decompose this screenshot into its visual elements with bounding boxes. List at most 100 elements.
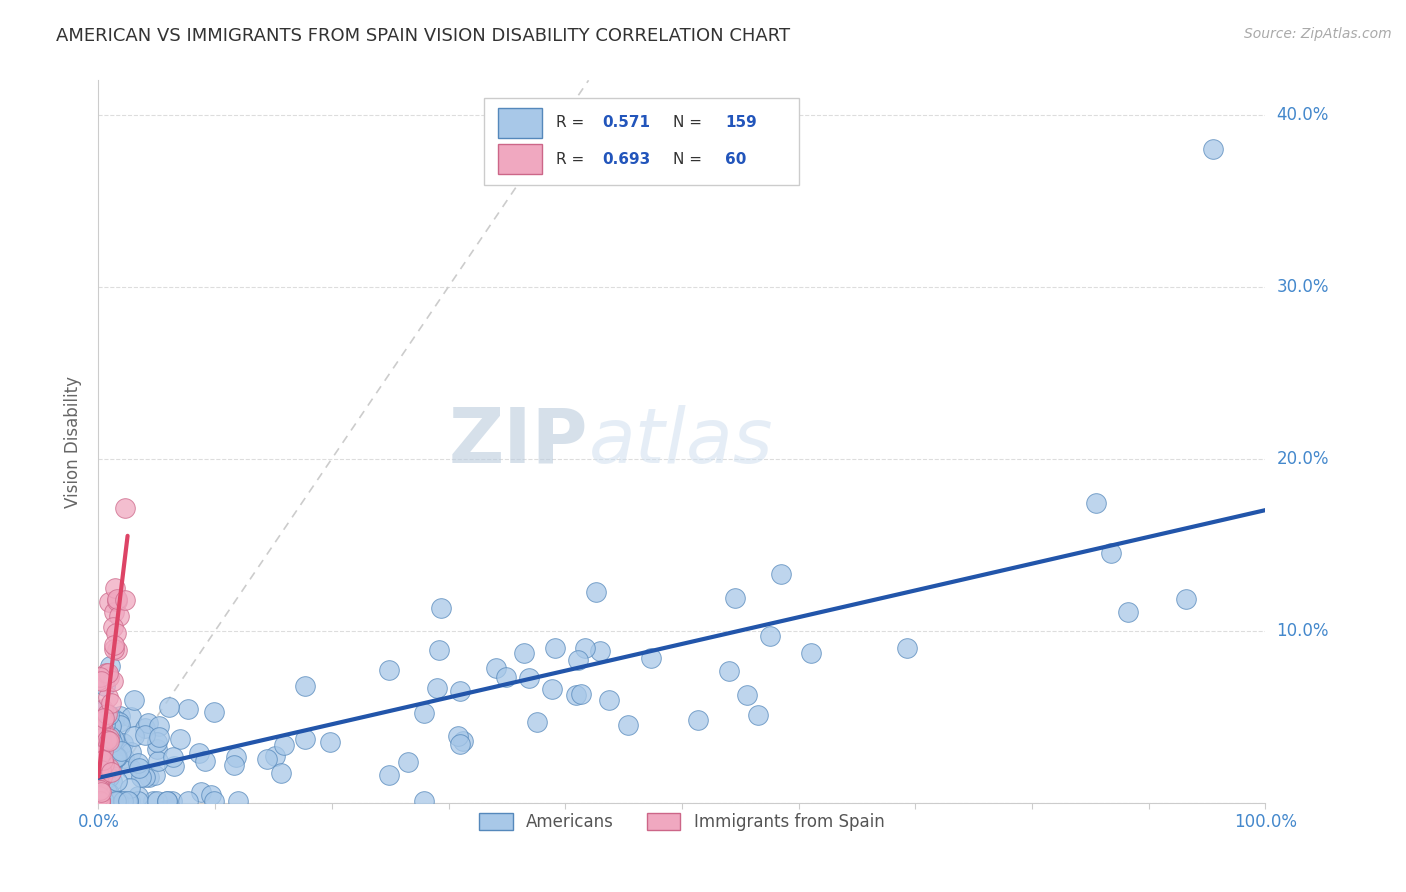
Point bbox=[97, 690, 120, 705]
Point bbox=[91, 738, 114, 752]
Point bbox=[93, 717, 115, 731]
Point bbox=[97, 666, 120, 681]
Point bbox=[94, 772, 117, 787]
Point bbox=[90, 767, 112, 781]
Point bbox=[94, 794, 117, 808]
Point bbox=[107, 609, 129, 624]
Point bbox=[87, 780, 110, 794]
Point bbox=[111, 794, 134, 808]
Point bbox=[110, 794, 132, 808]
Point bbox=[688, 713, 710, 727]
Point bbox=[226, 794, 249, 808]
Text: R =: R = bbox=[555, 115, 589, 130]
Point bbox=[449, 684, 471, 698]
Point bbox=[138, 770, 160, 784]
Point bbox=[294, 731, 316, 746]
Point bbox=[112, 751, 135, 765]
Point bbox=[89, 704, 111, 718]
Point bbox=[105, 774, 128, 789]
Point bbox=[100, 696, 122, 710]
Point bbox=[447, 729, 470, 743]
Point bbox=[159, 700, 181, 714]
Point bbox=[108, 709, 131, 723]
Point bbox=[717, 664, 740, 678]
Point bbox=[1174, 591, 1197, 606]
Point bbox=[160, 794, 183, 808]
Point bbox=[110, 794, 132, 808]
Point bbox=[97, 761, 120, 775]
Point bbox=[107, 794, 129, 808]
Y-axis label: Vision Disability: Vision Disability bbox=[65, 376, 83, 508]
Point bbox=[90, 756, 112, 770]
Point bbox=[103, 642, 125, 657]
FancyBboxPatch shape bbox=[498, 108, 541, 138]
Point bbox=[101, 673, 124, 688]
Point bbox=[110, 743, 132, 757]
Point bbox=[1099, 546, 1122, 560]
Point bbox=[108, 718, 131, 732]
Point bbox=[90, 784, 112, 798]
Point bbox=[1118, 605, 1140, 619]
Point bbox=[735, 689, 758, 703]
Point bbox=[105, 642, 128, 657]
Point bbox=[87, 782, 110, 797]
FancyBboxPatch shape bbox=[484, 98, 799, 185]
Point bbox=[87, 794, 110, 808]
Point bbox=[87, 673, 110, 687]
Point bbox=[148, 730, 170, 744]
Point bbox=[142, 794, 165, 808]
Point bbox=[98, 764, 121, 778]
Text: 40.0%: 40.0% bbox=[1277, 105, 1329, 124]
Point bbox=[540, 681, 562, 696]
Point bbox=[98, 786, 121, 800]
Point bbox=[98, 729, 121, 743]
Point bbox=[114, 592, 136, 607]
Point bbox=[101, 794, 124, 808]
Point bbox=[89, 722, 111, 736]
Point bbox=[104, 747, 127, 762]
Point bbox=[129, 770, 152, 784]
Point bbox=[146, 735, 169, 749]
Point bbox=[89, 794, 111, 808]
Point bbox=[264, 748, 287, 763]
Point bbox=[100, 773, 122, 788]
Point bbox=[89, 794, 111, 808]
Point bbox=[1201, 142, 1223, 156]
Point bbox=[453, 734, 475, 748]
Point bbox=[105, 743, 128, 757]
Point bbox=[87, 794, 110, 808]
Point bbox=[120, 710, 142, 724]
Point bbox=[93, 794, 115, 808]
Point bbox=[90, 753, 112, 767]
Point bbox=[98, 791, 121, 805]
Point bbox=[143, 768, 166, 782]
Point bbox=[117, 794, 139, 808]
Text: 10.0%: 10.0% bbox=[1277, 622, 1329, 640]
Point bbox=[114, 500, 136, 515]
Point bbox=[105, 594, 128, 608]
Point bbox=[134, 771, 156, 785]
Point bbox=[93, 673, 115, 688]
Point bbox=[91, 771, 114, 785]
Point bbox=[319, 734, 342, 748]
Text: 60: 60 bbox=[725, 152, 747, 167]
Point bbox=[111, 736, 134, 750]
Text: 20.0%: 20.0% bbox=[1277, 450, 1329, 467]
Point bbox=[93, 744, 115, 758]
Point bbox=[120, 780, 142, 795]
Point bbox=[90, 794, 112, 808]
Point bbox=[98, 595, 121, 609]
Point bbox=[104, 581, 127, 595]
Point bbox=[91, 794, 114, 808]
Point bbox=[177, 702, 200, 716]
Point bbox=[120, 745, 142, 759]
Point bbox=[98, 739, 121, 754]
Point bbox=[759, 629, 782, 643]
Point bbox=[430, 600, 453, 615]
Point bbox=[91, 701, 114, 715]
Point bbox=[93, 679, 115, 693]
Point bbox=[101, 734, 124, 748]
Point bbox=[91, 714, 114, 728]
Point bbox=[134, 728, 156, 742]
Point bbox=[148, 719, 170, 733]
